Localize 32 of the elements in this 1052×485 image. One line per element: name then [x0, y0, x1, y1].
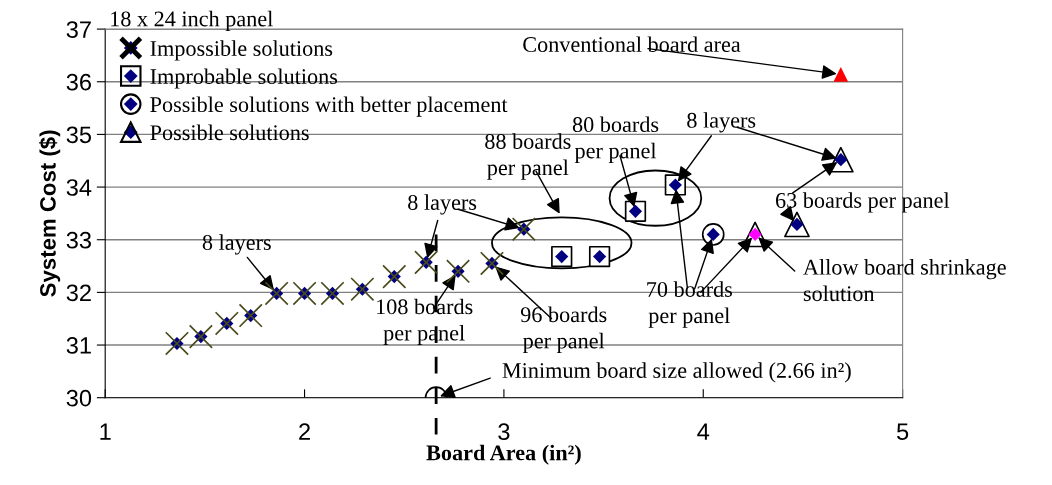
y-axis-title: System Cost ($)	[39, 130, 61, 297]
annotation: Minimum board size allowed (2.66 in²)	[502, 362, 851, 383]
annotation: 8 layers	[687, 112, 756, 133]
annotation: 8 layers	[202, 234, 271, 255]
y-tick-label: 33	[66, 231, 91, 249]
y-tick-label: 30	[66, 389, 92, 407]
legend-label: Improbable solutions	[150, 68, 338, 89]
annotation: 80 boards per panel	[572, 116, 659, 163]
legend-label: Possible solutions with better placement	[150, 96, 508, 117]
x-tick-label: 1	[100, 423, 111, 440]
y-tick-label: 37	[66, 21, 91, 38]
annotation: Conventional board area	[523, 36, 741, 53]
y-tick-label: 32	[66, 284, 91, 302]
legend-label: Possible solutions	[150, 124, 309, 141]
y-tick-label: 31	[66, 337, 91, 354]
annotation: Allow board shrinkage solution	[803, 259, 1006, 302]
y-tick-label: 34	[66, 179, 92, 196]
annotation: 70 boards per panel	[647, 281, 733, 328]
annotation: 96 boards per panel	[520, 306, 607, 354]
y-tick-label: 35	[66, 126, 92, 144]
annotation: 8 layers	[408, 194, 477, 215]
chart-title: 18 x 24 inch panel	[111, 10, 273, 31]
x-tick-label: 5	[897, 423, 909, 441]
point	[833, 67, 849, 82]
x-tick-label: 4	[697, 423, 710, 440]
x-tick-label: 2	[299, 423, 310, 440]
x-tick-label: 3	[498, 423, 510, 441]
annotation: 88 boards per panel	[485, 133, 571, 180]
legend-label: Impossible solutions	[150, 40, 333, 61]
x-axis-title: Board Area (in²)	[426, 444, 581, 465]
y-tick-label: 36	[66, 73, 91, 91]
annotation: 63 boards per panel	[775, 192, 950, 213]
